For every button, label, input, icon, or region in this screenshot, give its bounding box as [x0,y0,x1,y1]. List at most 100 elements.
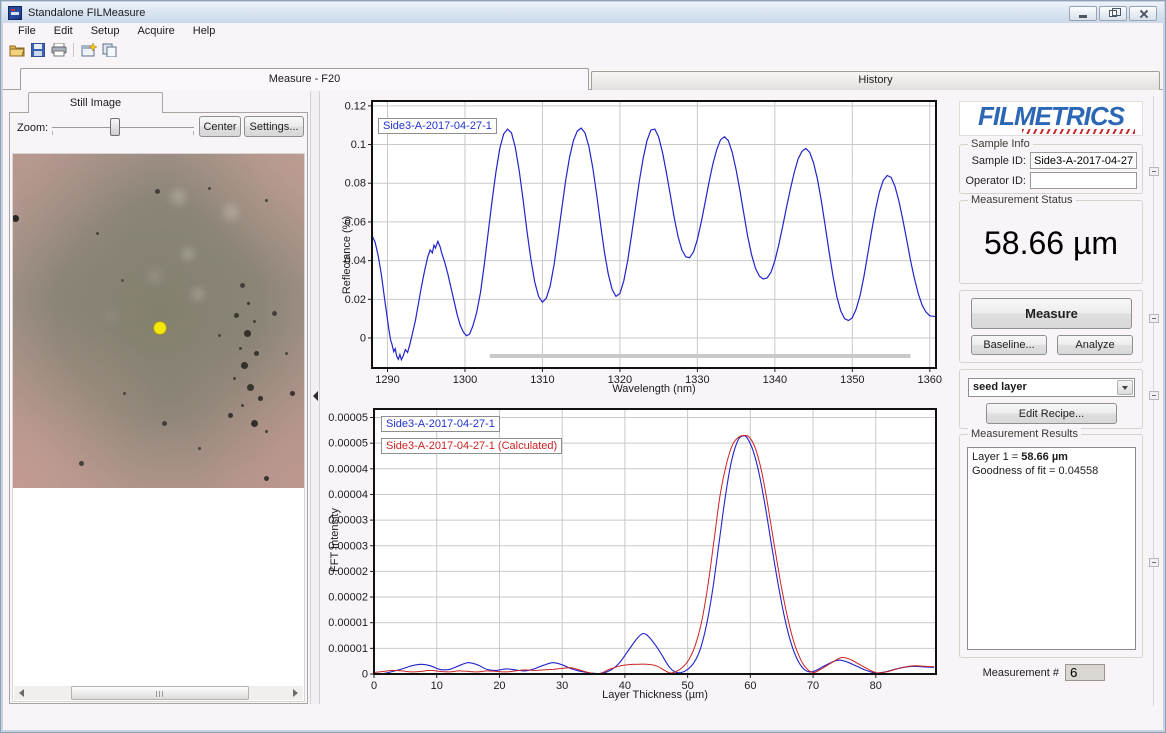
restore-icon [1109,10,1117,17]
tick-label: 1360 [918,374,942,386]
tick-label: 10 [431,680,443,692]
right-splitter[interactable] [1153,96,1161,706]
open-icon[interactable] [8,42,25,58]
edit-recipe-button[interactable]: Edit Recipe... [986,403,1117,424]
zoom-slider[interactable] [48,116,198,138]
thickness-result: 58.66 µm [960,225,1142,262]
measurement-spot-marker [154,322,166,334]
recipe-group: seed layer Edit Recipe... [959,369,1143,429]
measurement-number-input[interactable] [1065,664,1105,681]
tick-label: 20 [493,680,505,692]
menu-setup[interactable]: Setup [82,23,129,40]
minimize-icon [1079,15,1087,18]
tick-label: 0.00004 [328,463,368,475]
arrow-left-icon [19,689,24,697]
menu-help[interactable]: Help [184,23,225,40]
tick-label: 0.1 [351,139,366,151]
zoom-label: Zoom: [17,122,48,134]
toolbar [3,40,1163,59]
tick-label: 1350 [840,374,864,386]
series-legend: Side3-A-2017-04-27-1 [381,416,500,432]
horizontal-scrollbar[interactable] [14,686,303,700]
filmetrics-logo: FILMETRICS [959,101,1143,136]
menu-bar: File Edit Setup Acquire Help [3,23,1163,40]
title-bar[interactable]: Standalone FILMeasure [2,2,1164,23]
tab-measure[interactable]: Measure - F20 [20,68,589,90]
y-axis-label: FFT Intensity [329,490,341,590]
results-list[interactable]: Layer 1 = 58.66 µm Goodness of fit = 0.0… [967,447,1136,650]
result-gof-line: Goodness of fit = 0.04558 [972,464,1131,478]
restore-button[interactable] [1099,6,1127,21]
operator-id-input[interactable] [1030,172,1137,189]
close-icon [1139,9,1148,18]
tick-label: 0.00001 [328,617,368,629]
zoom-slider-thumb[interactable] [110,118,120,136]
recipe-select[interactable]: seed layer [968,378,1135,397]
scroll-left-button[interactable] [14,686,29,700]
tick-label: 0 [360,333,366,345]
wizard-icon[interactable] [80,42,97,58]
sample-id-input[interactable] [1030,152,1137,169]
layer-thickness-value: 58.66 µm [1021,451,1068,463]
scrollbar-grip-icon [156,691,163,697]
recipe-selected-value: seed layer [973,381,1027,393]
actions-group: Measure Baseline... Analyze [959,290,1143,363]
group-title: Measurement Results [968,428,1081,440]
collapse-left-icon[interactable] [313,391,318,401]
tick-label: 0 [371,680,377,692]
window-title: Standalone FILMeasure [28,7,145,19]
image-particles [13,154,16,157]
menu-edit[interactable]: Edit [45,23,82,40]
x-axis-label: Layer Thickness (µm) [505,689,805,701]
scrollbar-thumb[interactable] [71,686,249,700]
y-axis-label: Reflectance (%) [341,195,353,315]
baseline-button[interactable]: Baseline... [971,335,1047,355]
arrow-right-icon [293,689,298,697]
result-layer-line: Layer 1 = 58.66 µm [972,450,1131,464]
chevron-down-icon [1122,386,1128,390]
group-title: Sample Info [968,138,1033,150]
toolbar-separator [73,43,74,57]
group-title: Measurement Status [968,194,1076,206]
splitter-grip[interactable] [1149,391,1159,400]
still-image-panel: Zoom: Center Settings... [9,112,308,704]
dropdown-button[interactable] [1117,380,1133,395]
sample-id-label: Sample ID: [962,155,1026,167]
left-splitter[interactable] [310,91,320,704]
save-icon[interactable] [29,42,46,58]
app-icon [8,6,22,20]
measure-button[interactable]: Measure [971,298,1132,329]
close-button[interactable] [1129,6,1157,21]
tick-label: 1300 [453,374,477,386]
tick-label: 0.00005 [328,438,368,450]
x-axis-label: Wavelength (nm) [504,383,804,395]
center-button[interactable]: Center [199,116,241,137]
zoom-slider-track[interactable] [52,127,194,128]
tab-still-image[interactable]: Still Image [28,92,163,113]
splitter-grip[interactable] [1149,167,1159,176]
fft-chart: 010203040506070800.000050.000050.000040.… [331,403,949,703]
tick-label: 1290 [375,374,399,386]
copy-icon[interactable] [101,42,118,58]
tick-label: 0.00002 [328,592,368,604]
tab-history[interactable]: History [591,71,1160,90]
analyze-button[interactable]: Analyze [1057,335,1133,355]
settings-button[interactable]: Settings... [244,116,304,137]
tick-label: 0.00005 [328,412,368,424]
menu-file[interactable]: File [9,23,45,40]
splitter-grip[interactable] [1149,558,1159,567]
tick-label: 80 [870,680,882,692]
reflectance-plot[interactable]: 129013001310132013301340135013600.120.10… [331,96,949,401]
series-legend: Side3-A-2017-04-27-1 [378,118,497,134]
menu-acquire[interactable]: Acquire [128,23,183,40]
camera-image[interactable] [13,154,304,488]
splitter-grip[interactable] [1149,314,1159,323]
tick-label: 0.12 [345,100,366,112]
operator-id-label: Operator ID: [962,175,1026,187]
app-window: Standalone FILMeasure File Edit Setup Ac… [0,0,1166,733]
minimize-button[interactable] [1069,6,1097,21]
print-icon[interactable] [50,42,67,58]
control-panel: FILMETRICS Sample Info Sample ID: Operat… [955,96,1151,708]
scroll-right-button[interactable] [288,686,303,700]
wavelength-range-bar [490,354,911,358]
